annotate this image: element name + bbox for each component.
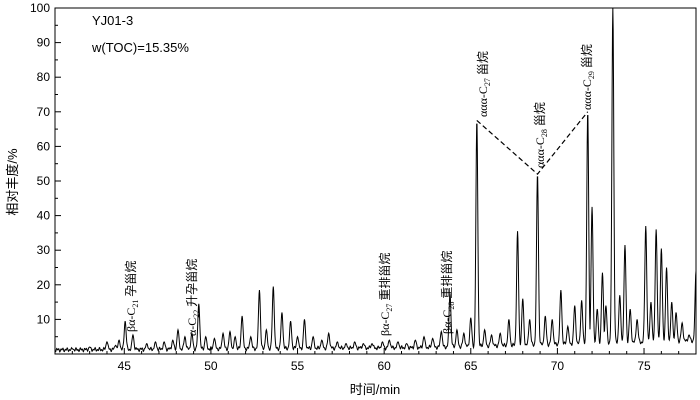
x-axis-tick-labels: 45 50 55 60 65 70 75 [118, 359, 651, 373]
x-tick-label: 70 [551, 359, 565, 373]
peak-label-ba-c21-pregnane: βα-C21 孕甾烷 [124, 261, 140, 332]
peak-label-aaa-c27-sterane: ααα-C27 甾烷 [476, 51, 492, 117]
x-tick-label: 50 [204, 359, 218, 373]
toc-value: w(TOC)=15.35% [91, 40, 189, 55]
x-tick-label: 75 [637, 359, 651, 373]
y-tick-label: 100 [30, 1, 50, 15]
peak-label-aaa-c29-sterane: ααα-C29 甾烷 [580, 44, 596, 110]
y-tick-label: 40 [37, 209, 51, 223]
x-tick-label: 55 [291, 359, 305, 373]
peak-label-a-c22-homopregnane: α-C22 升孕甾烷 [185, 259, 201, 336]
y-tick-label: 20 [37, 278, 51, 292]
x-tick-label: 45 [118, 359, 132, 373]
y-axis-tick-labels: 10 20 30 40 50 60 70 80 90 100 [30, 1, 50, 326]
x-tick-label: 60 [377, 359, 391, 373]
y-tick-label: 10 [37, 312, 51, 326]
peak-label-ba-c27-diasterane: βα-C27 重排甾烷 [378, 253, 394, 336]
y-tick-label: 80 [37, 70, 51, 84]
y-tick-label: 30 [37, 243, 51, 257]
x-tick-label: 65 [464, 359, 478, 373]
y-axis-title: 相对丰度/% [5, 148, 20, 216]
y-tick-label: 60 [37, 139, 51, 153]
sterane-connector-line [476, 111, 589, 175]
x-axis-title: 时间/min [350, 382, 401, 397]
chromatogram-trace [54, 7, 697, 353]
y-tick-label: 90 [37, 36, 51, 50]
plot-frame [54, 7, 697, 355]
peak-label-ba-c28-diasterane: βα-C28 重排甾烷 [440, 251, 456, 334]
sample-id: YJ01-3 [92, 13, 133, 28]
x-axis-ticks [54, 348, 697, 354]
y-tick-label: 70 [37, 105, 51, 119]
y-tick-label: 50 [37, 174, 51, 188]
y-axis-ticks [55, 7, 61, 355]
peak-label-aaa-c28-sterane: ααα-C28 甾烷 [533, 102, 549, 168]
